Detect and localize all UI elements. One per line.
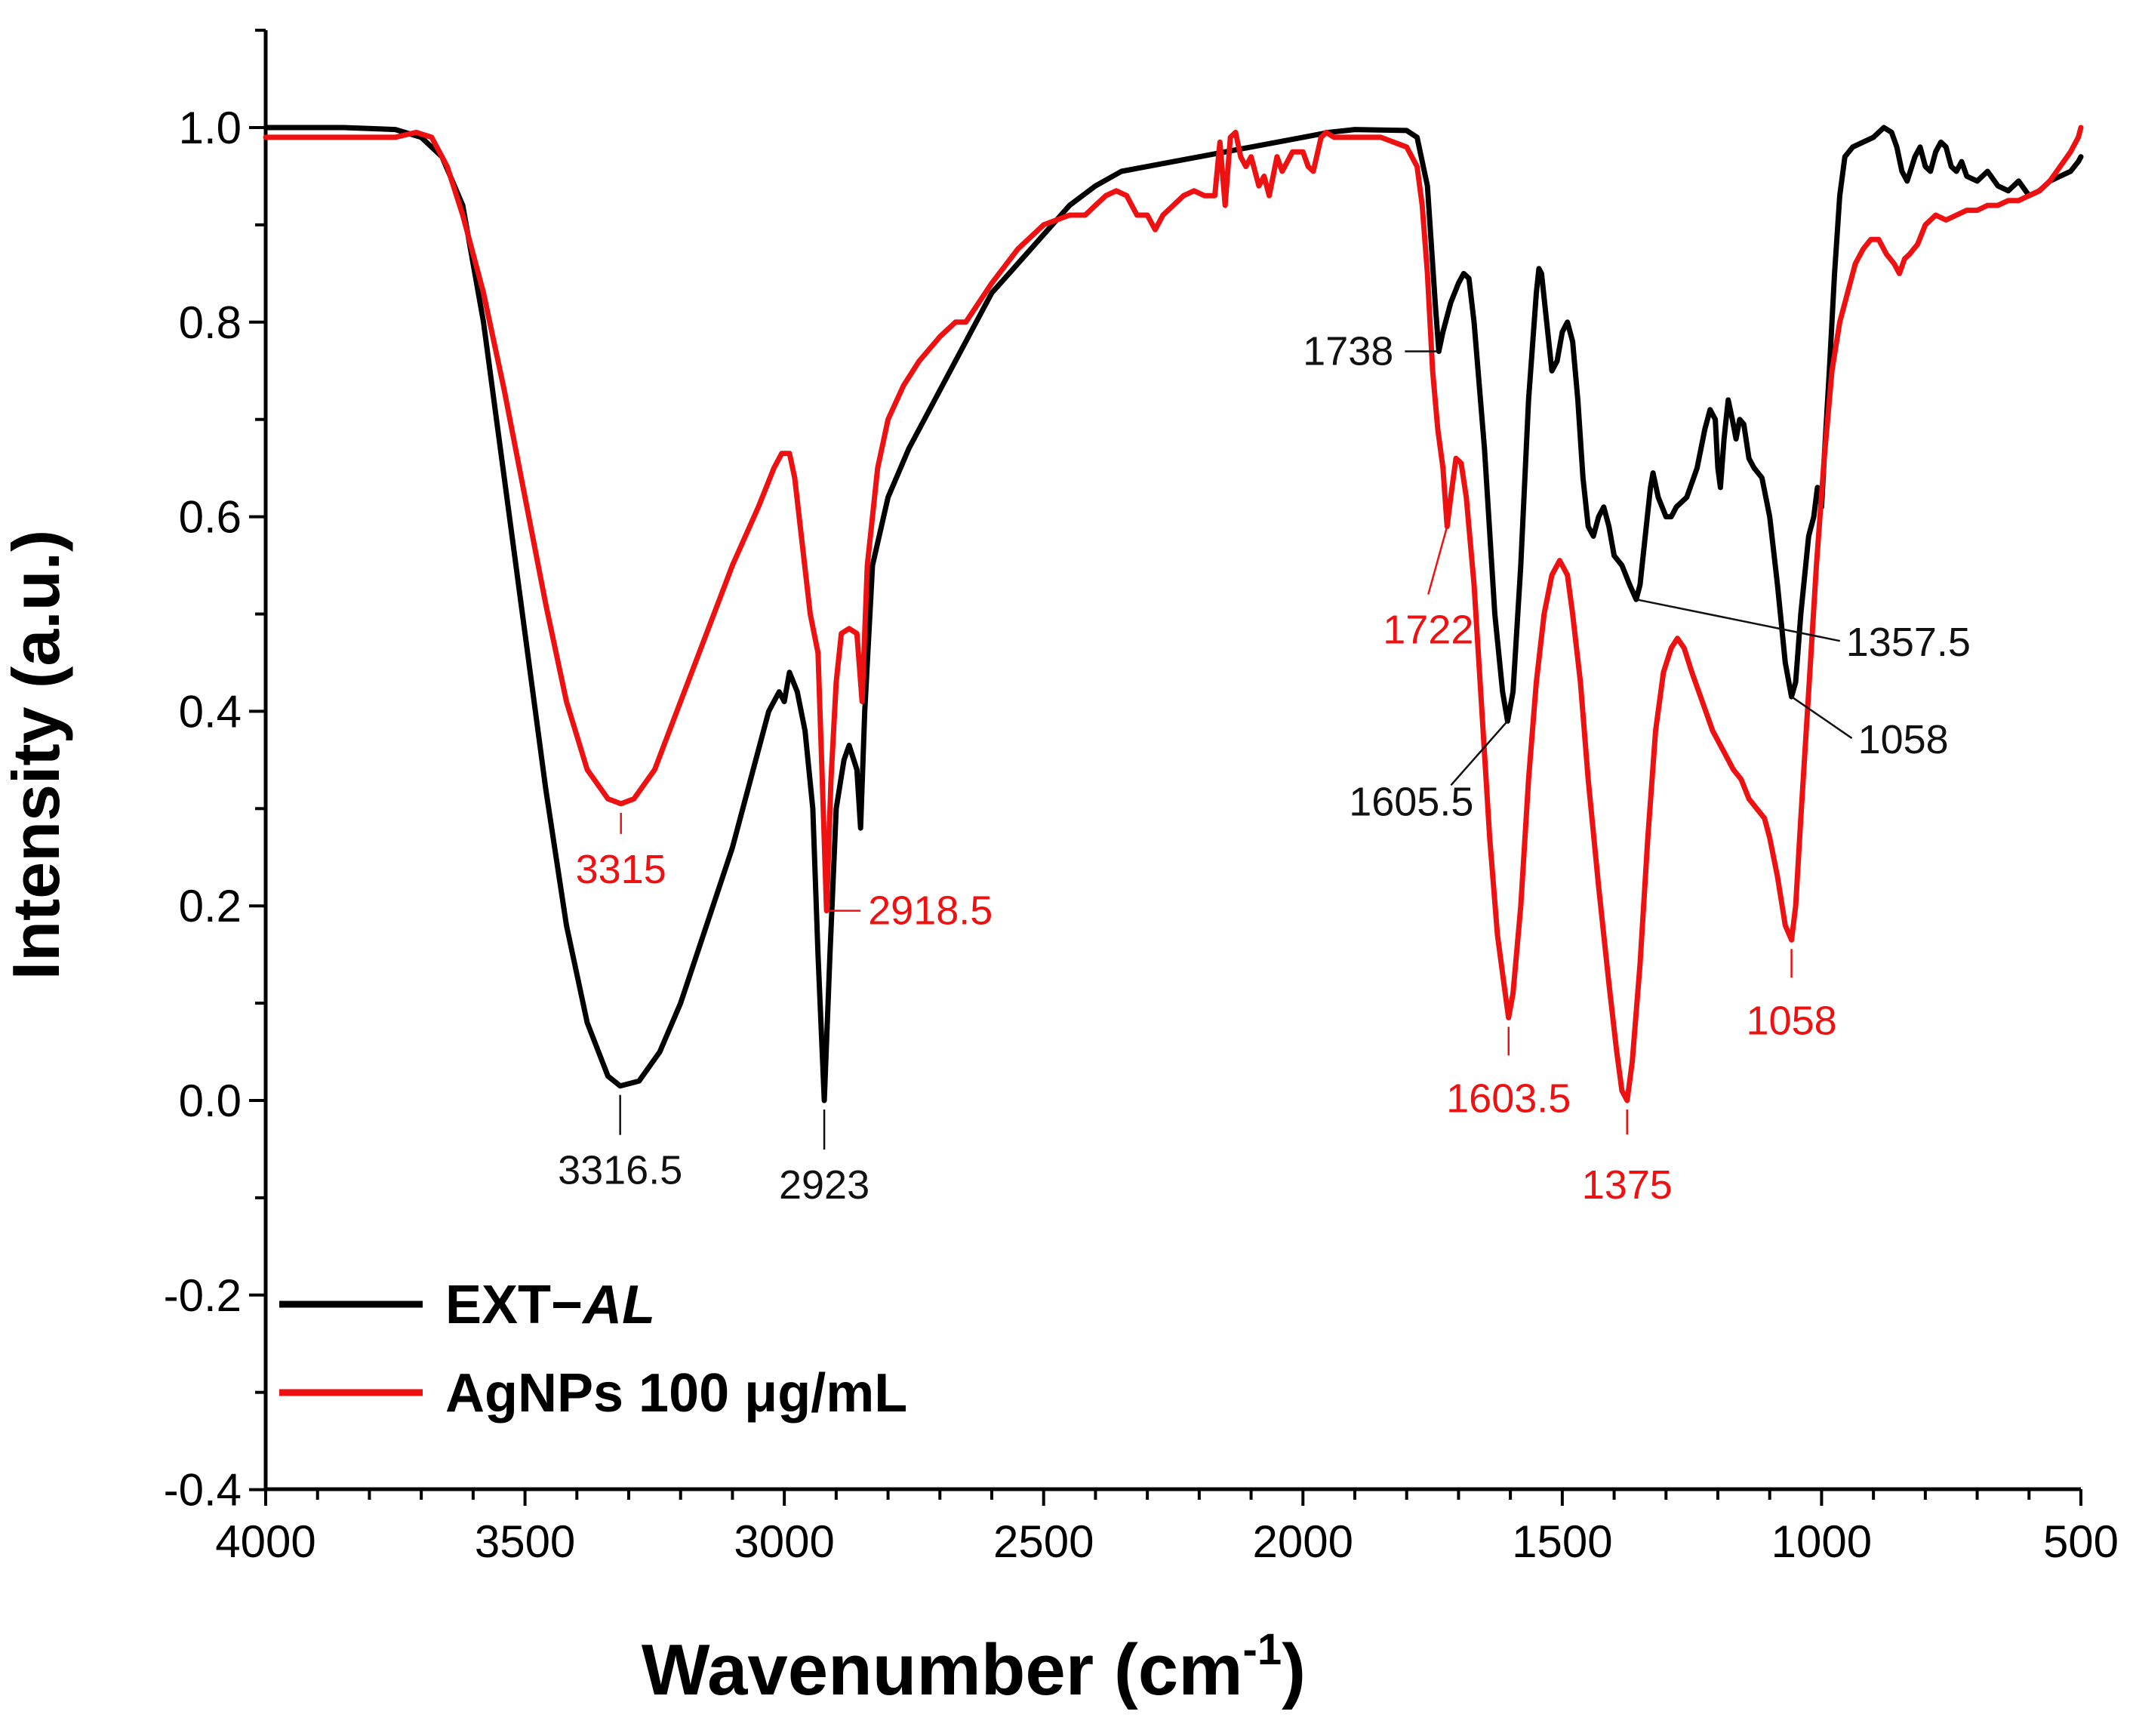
y-tick-label: 0.6 [179, 492, 242, 543]
series-layer [263, 125, 2084, 1103]
peak-leader-line [1427, 526, 1448, 595]
peak-label: 1058 [1747, 998, 1837, 1043]
y-tick-label: -0.2 [164, 1270, 242, 1321]
legend-label-ext-al-italic: AL [581, 1275, 655, 1335]
peak-label: 1058 [1858, 717, 1949, 762]
annotation-layer: 3316.5 2923 1738 1605.5 1357.5 1058 3315 2918.5… [558, 328, 1971, 1208]
series-line-ext-al [263, 125, 2084, 1103]
peak-leader-line [1790, 696, 1853, 740]
x-axis-title-main: Wavenumber (cm [642, 1630, 1243, 1710]
y-tick-label: 1.0 [179, 103, 242, 153]
x-tick-label: 2000 [1253, 1516, 1353, 1567]
legend: EXT−AL AgNPs 100 μg/mL [279, 1275, 907, 1424]
x-tick-label: 1500 [1512, 1516, 1612, 1567]
peak-label: 1605.5 [1349, 779, 1473, 824]
x-axis-title-end: ) [1282, 1630, 1306, 1710]
series-line-agnps [263, 125, 2084, 1103]
x-tick-label: 1000 [1771, 1516, 1872, 1567]
y-axis-title: Intensity (a.u.) [0, 530, 73, 980]
y-tick-label: 0.0 [179, 1076, 242, 1126]
x-tick-label: 500 [2043, 1516, 2119, 1567]
x-tick-label: 2500 [993, 1516, 1094, 1567]
peak-label: 3316.5 [558, 1148, 682, 1193]
x-axis-title: Wavenumber (cm-1) [642, 1625, 1306, 1710]
x-tick-label: 3500 [475, 1516, 575, 1567]
peak-label: 3315 [576, 847, 666, 892]
peak-label: 1603.5 [1446, 1076, 1571, 1121]
legend-label-agnps: AgNPs 100 μg/mL [445, 1363, 907, 1424]
x-tick-label: 3000 [734, 1516, 834, 1567]
peak-label: 1357.5 [1846, 620, 1971, 665]
peak-label: 1722 [1383, 607, 1473, 652]
y-tick-label: -0.4 [164, 1465, 242, 1516]
peak-leader-line [1636, 598, 1841, 642]
x-tick-label: 4000 [215, 1516, 315, 1567]
x-axis-title-superscript: -1 [1243, 1625, 1282, 1674]
peak-label: 2918.5 [868, 888, 993, 934]
y-tick-label: 0.2 [179, 881, 242, 931]
y-tick-label: 0.8 [179, 297, 242, 348]
legend-label-ext-al: EXT−AL [445, 1275, 655, 1335]
legend-label-ext-al-plain: EXT− [445, 1275, 583, 1335]
peak-label: 1375 [1582, 1162, 1673, 1208]
peak-leader-line [1450, 720, 1509, 786]
axes: -0.4 -0.2 0.0 0.2 0.4 0.6 0.8 1.0 4000 3500 3000 25… [164, 29, 2119, 1567]
peak-label: 2923 [779, 1162, 869, 1208]
peak-label: 1738 [1303, 328, 1393, 374]
y-tick-label: 0.4 [179, 686, 242, 737]
